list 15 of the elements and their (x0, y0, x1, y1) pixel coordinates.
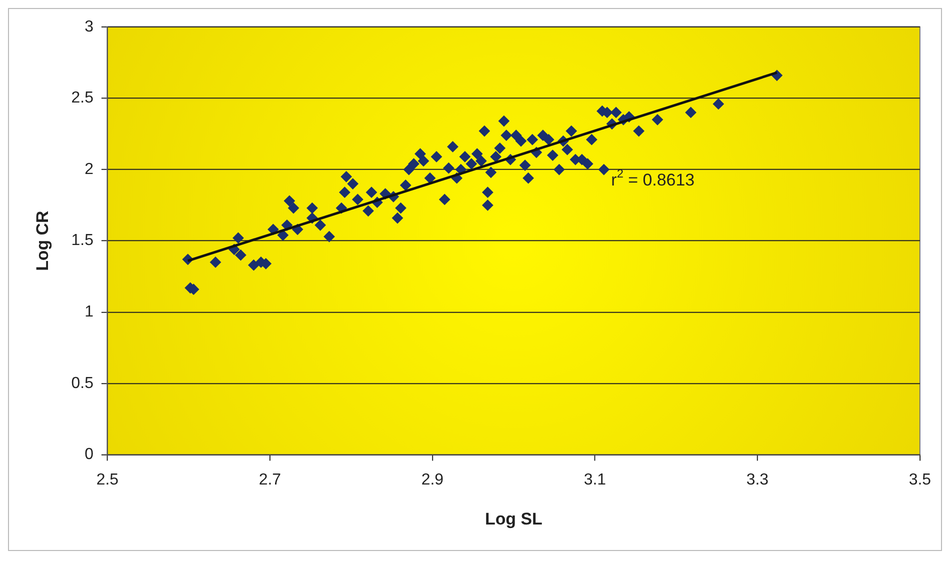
y-tick-label: 2 (84, 160, 94, 178)
y-axis-title: Log CR (32, 210, 52, 271)
y-tick-label: 2.5 (71, 90, 94, 107)
y-tick-label: 1 (84, 304, 94, 321)
x-tick-label: 2.5 (96, 472, 119, 489)
x-tick-label: 2.9 (421, 472, 444, 489)
x-tick-label: 3.3 (746, 472, 769, 489)
x-tick-label: 3.1 (584, 472, 606, 489)
x-tick-label: 2.7 (258, 472, 282, 489)
y-tick-label: 3 (84, 18, 94, 36)
y-tick-label: 0.5 (71, 374, 94, 392)
y-tick-label: 0 (84, 446, 94, 464)
x-axis-title: Log SL (484, 510, 542, 529)
x-tick-label: 3.5 (908, 472, 932, 489)
y-tick-label: 1.5 (71, 232, 94, 250)
